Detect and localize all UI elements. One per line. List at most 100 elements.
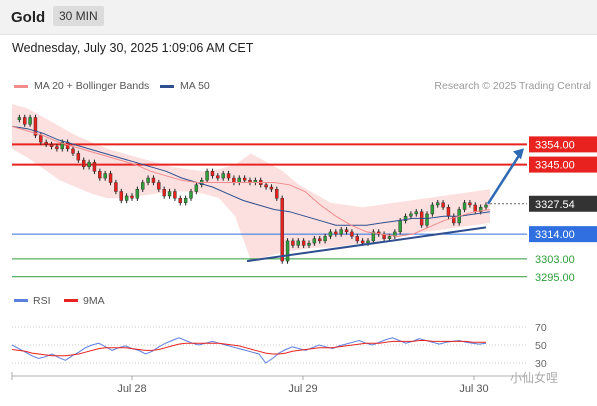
- candle-body: [194, 184, 199, 192]
- rsi-line: [11, 337, 487, 364]
- level-label-5: 3295.00: [535, 272, 575, 284]
- candle-body: [151, 177, 156, 183]
- candle-body: [430, 204, 435, 215]
- candle-body: [157, 182, 161, 190]
- candle-body: [226, 173, 231, 179]
- header-bar: Gold 30 MIN: [0, 0, 597, 35]
- level-label-box-3: [529, 226, 597, 243]
- candle-body: [371, 231, 376, 242]
- candle-body: [473, 204, 477, 212]
- candle-body: [441, 202, 445, 208]
- ma9-legend-label: 9MA: [83, 295, 105, 307]
- watermark: 小仙女㖏: [510, 370, 558, 385]
- candle-body: [60, 141, 64, 150]
- candle-body: [210, 171, 215, 177]
- candle-body: [307, 242, 311, 246]
- candle-body: [398, 220, 402, 233]
- candle-body: [119, 191, 123, 201]
- price-level-labels: 3354.00 3345.00 3327.54 3314.00 3303.00 3295.…: [529, 136, 597, 284]
- candle-body: [216, 175, 220, 179]
- candle-body: [92, 162, 97, 172]
- candle-body: [44, 141, 48, 145]
- legend-ma50: MA 50: [160, 80, 210, 92]
- candle-body: [355, 236, 359, 242]
- timeframe-badge[interactable]: 30 MIN: [53, 6, 104, 26]
- candle-body: [366, 240, 370, 244]
- candle-body: [339, 229, 343, 235]
- price-lines: [11, 125, 524, 263]
- ma9-line: [11, 340, 486, 357]
- candle-body: [135, 189, 140, 199]
- level-label-0: 3354.00: [535, 139, 575, 151]
- projection-arrow-shaft: [486, 151, 523, 205]
- candle-body: [269, 186, 274, 190]
- candle-body: [350, 231, 354, 237]
- candle-body: [285, 240, 290, 262]
- time-label-2: Jul 30: [459, 383, 488, 395]
- candle-body: [237, 177, 241, 183]
- rsi-tick-30: 30: [535, 358, 547, 370]
- candle-body: [323, 236, 327, 242]
- candle-body: [409, 213, 413, 217]
- candle-body: [296, 240, 300, 246]
- candle-body: [318, 238, 322, 242]
- candle-body: [280, 198, 284, 262]
- candle-body: [414, 211, 418, 215]
- candle-body: [446, 207, 451, 217]
- candle-body: [71, 148, 75, 154]
- candle-body: [103, 173, 107, 179]
- level-label-box-2: [529, 195, 597, 212]
- candle-body: [178, 198, 182, 203]
- candle-body: [275, 189, 279, 199]
- candle-body: [17, 117, 22, 120]
- candle-body: [146, 177, 150, 183]
- candle-body: [403, 215, 408, 221]
- candle-body: [387, 236, 392, 239]
- candle-body: [55, 146, 59, 150]
- candle-body: [468, 202, 472, 206]
- candle-body: [124, 195, 129, 201]
- rsi-panel: RSI 9MA 70 50 30: [11, 295, 547, 370]
- candle-body: [334, 231, 338, 235]
- candle-body: [425, 213, 429, 226]
- price-candles: [17, 114, 488, 264]
- ma50-line: [11, 125, 491, 226]
- candle-body: [183, 198, 188, 203]
- legend-ma50-label: MA 50: [180, 80, 210, 92]
- chart-datetime: Wednesday, July 30, 2025 1:09:06 AM CET: [12, 41, 254, 55]
- level-label-1: 3345.00: [535, 160, 575, 172]
- candle-body: [189, 191, 193, 199]
- candle-body: [39, 135, 43, 143]
- level-label-4: 3303.00: [535, 254, 575, 266]
- price-levels: [12, 143, 527, 278]
- candle-body: [328, 231, 333, 237]
- candle-body: [242, 177, 247, 181]
- candle-body: [462, 202, 467, 210]
- time-label-0: Jul 28: [117, 383, 146, 395]
- candle-body: [76, 153, 81, 161]
- candle-body: [312, 238, 317, 244]
- candle-body: [173, 191, 177, 199]
- candle-body: [33, 117, 38, 136]
- candle-body: [344, 229, 349, 233]
- candle-body: [232, 177, 236, 183]
- candle-body: [141, 182, 145, 190]
- research-credit: Research © 2025 Trading Central: [434, 80, 591, 92]
- candle-body: [23, 117, 27, 125]
- level-label-3: 3314.00: [535, 229, 575, 241]
- rsi-tick-70: 70: [535, 322, 547, 334]
- candle-body: [478, 207, 483, 212]
- candle-body: [162, 189, 166, 197]
- candle-body: [49, 144, 54, 147]
- ma9-legend-swatch: [64, 299, 78, 302]
- legend-ma20: MA 20 + Bollinger Bands: [14, 80, 149, 92]
- ma50-swatch: [160, 84, 174, 88]
- candle-body: [130, 195, 134, 199]
- rsi-tick-50: 50: [535, 340, 547, 352]
- candle-body: [484, 204, 488, 208]
- candle-body: [205, 171, 209, 181]
- time-axis: Jul 28 Jul 29 Jul 30 小仙女㖏: [11, 370, 558, 395]
- candle-body: [28, 117, 32, 125]
- candle-body: [98, 171, 102, 179]
